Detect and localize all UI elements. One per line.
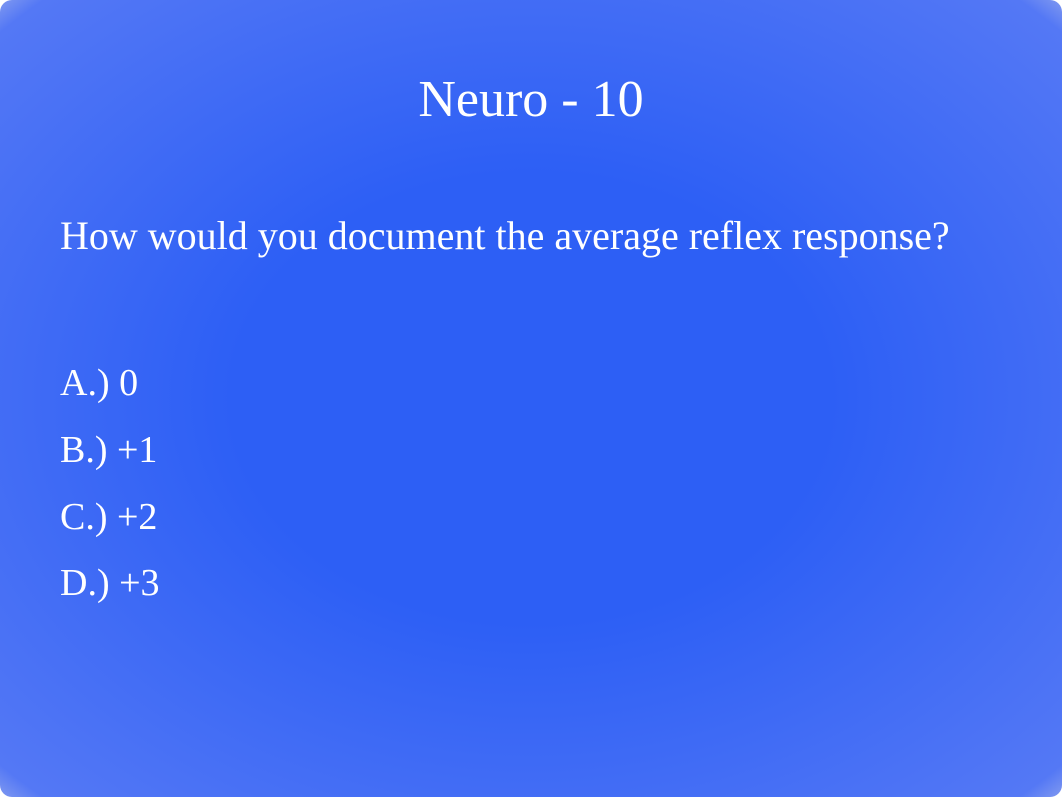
quiz-slide: Neuro - 10 How would you document the av… [0,0,1062,797]
options-list: A.) 0 B.) +1 C.) +2 D.) +3 [60,353,1002,614]
option-a: A.) 0 [60,353,1002,414]
option-c: C.) +2 [60,487,1002,548]
question-text: How would you document the average refle… [60,209,1002,263]
option-b: B.) +1 [60,420,1002,481]
slide-title: Neuro - 10 [60,70,1002,129]
option-d: D.) +3 [60,553,1002,614]
